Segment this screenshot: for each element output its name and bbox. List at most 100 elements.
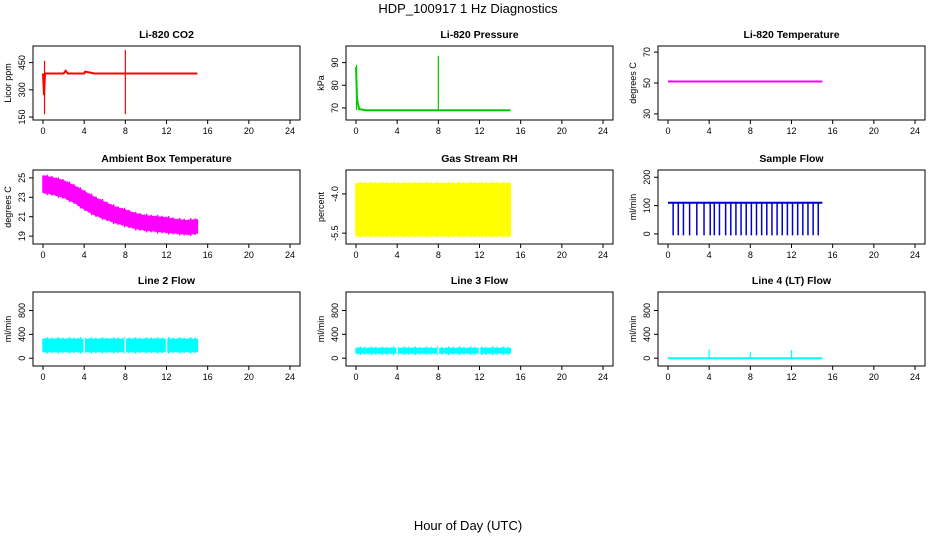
figure-title: HDP_100917 1 Hz Diagnostics — [378, 1, 558, 16]
y-tick-label: -5.5 — [330, 225, 340, 241]
y-tick-label: 800 — [642, 303, 652, 318]
y-tick-label: 30 — [642, 109, 652, 119]
panel-title: Li-820 Pressure — [440, 29, 518, 41]
x-tick-label: 8 — [123, 126, 128, 136]
x-tick-label: 8 — [436, 250, 441, 260]
y-axis-label: ml/min — [628, 316, 638, 343]
plot-frame — [32, 291, 301, 367]
y-tick-label: 19 — [17, 231, 27, 241]
x-tick-label: 24 — [285, 250, 295, 260]
y-tick-label: 400 — [642, 327, 652, 342]
x-tick-label: 4 — [707, 126, 712, 136]
x-tick-label: 16 — [203, 372, 213, 382]
x-tick-label: 16 — [516, 372, 526, 382]
x-tick-label: 4 — [707, 372, 712, 382]
x-tick-label: 4 — [395, 250, 400, 260]
x-tick-label: 16 — [516, 250, 526, 260]
y-axis-label: Licor ppm — [3, 63, 13, 103]
y-tick-label: 0 — [642, 356, 652, 361]
y-tick-label: 90 — [330, 58, 340, 68]
y-axis-label: percent — [316, 191, 326, 222]
x-tick-label: 12 — [161, 372, 171, 382]
x-tick-label: 12 — [786, 250, 796, 260]
x-tick-label: 0 — [40, 126, 45, 136]
x-tick-label: 16 — [516, 126, 526, 136]
x-tick-label: 20 — [244, 126, 254, 136]
x-tick-label: 12 — [786, 372, 796, 382]
x-tick-label: 8 — [436, 372, 441, 382]
plot-frame — [32, 45, 301, 121]
y-tick-label: 80 — [330, 80, 340, 90]
y-tick-label: 300 — [17, 82, 27, 97]
y-tick-label: 0 — [17, 356, 27, 361]
panel-title: Line 2 Flow — [138, 275, 196, 287]
x-tick-label: 16 — [828, 126, 838, 136]
plot-frame — [345, 291, 614, 367]
panel-5: Gas Stream RH percent 0 4 8 12 16 20 24 -5.5 -4.0 — [316, 153, 614, 260]
x-tick-label: 20 — [244, 372, 254, 382]
x-tick-label: 4 — [82, 372, 87, 382]
data-line — [42, 69, 198, 96]
panel-9: Line 4 (LT) Flow ml/min 0 4 8 12 16 20 24 0 400 800 — [628, 275, 926, 382]
panel-4: Ambient Box Temperature degrees C 0 4 8 12 16 2… — [3, 153, 301, 260]
x-tick-label: 24 — [910, 126, 920, 136]
x-tick-label: 20 — [869, 126, 879, 136]
x-tick-label: 16 — [203, 250, 213, 260]
x-tick-label: 0 — [353, 372, 358, 382]
x-tick-label: 8 — [748, 250, 753, 260]
x-tick-label: 8 — [748, 126, 753, 136]
x-tick-label: 4 — [395, 126, 400, 136]
y-axis-label: degrees C — [628, 62, 638, 104]
y-axis-label: ml/min — [628, 194, 638, 221]
x-tick-label: 24 — [910, 250, 920, 260]
x-tick-label: 8 — [123, 372, 128, 382]
panel-title: Ambient Box Temperature — [101, 153, 232, 165]
y-tick-label: 800 — [17, 303, 27, 318]
x-tick-label: 24 — [910, 372, 920, 382]
x-tick-label: 12 — [474, 126, 484, 136]
y-axis-label: ml/min — [316, 316, 326, 343]
x-tick-label: 8 — [748, 372, 753, 382]
y-tick-label: 0 — [642, 231, 652, 236]
y-axis-label: ml/min — [3, 316, 13, 343]
x-tick-label: 16 — [828, 250, 838, 260]
x-tick-label: 12 — [474, 250, 484, 260]
y-tick-label: 450 — [17, 55, 27, 70]
x-tick-label: 12 — [786, 126, 796, 136]
x-tick-label: 0 — [665, 372, 670, 382]
y-tick-label: 70 — [330, 103, 340, 113]
x-tick-label: 24 — [598, 126, 608, 136]
y-axis-label: kPa — [316, 75, 326, 91]
panel-title: Gas Stream RH — [441, 153, 517, 165]
x-tick-label: 0 — [40, 372, 45, 382]
panel-title: Li-820 CO2 — [139, 29, 194, 41]
y-tick-label: 150 — [17, 109, 27, 124]
panel-title: Line 4 (LT) Flow — [752, 275, 832, 287]
x-tick-label: 4 — [395, 372, 400, 382]
x-tick-label: 16 — [828, 372, 838, 382]
y-tick-label: 70 — [642, 47, 652, 57]
panel-8: Line 3 Flow ml/min 0 4 8 12 16 20 24 0 400 800 — [316, 275, 614, 382]
x-tick-label: 8 — [436, 126, 441, 136]
y-tick-label: 100 — [642, 198, 652, 213]
data-line — [355, 67, 511, 112]
x-tick-label: 0 — [665, 250, 670, 260]
plot-frame — [657, 169, 926, 245]
x-tick-label: 20 — [557, 126, 567, 136]
x-tick-label: 24 — [285, 372, 295, 382]
y-tick-label: 23 — [17, 192, 27, 202]
y-axis-label: degrees C — [3, 186, 13, 228]
x-tick-label: 8 — [123, 250, 128, 260]
x-tick-label: 4 — [82, 250, 87, 260]
x-tick-label: 0 — [353, 250, 358, 260]
y-tick-label: 200 — [642, 170, 652, 185]
panel-7: Line 2 Flow ml/min 0 4 8 12 16 20 24 0 400 800 — [3, 275, 301, 382]
y-tick-label: 50 — [642, 78, 652, 88]
y-tick-label: -4.0 — [330, 186, 340, 202]
x-tick-label: 24 — [285, 126, 295, 136]
panel-title: Line 3 Flow — [451, 275, 509, 287]
plot-frame — [657, 45, 926, 121]
y-tick-label: 800 — [330, 303, 340, 318]
x-tick-label: 12 — [161, 126, 171, 136]
